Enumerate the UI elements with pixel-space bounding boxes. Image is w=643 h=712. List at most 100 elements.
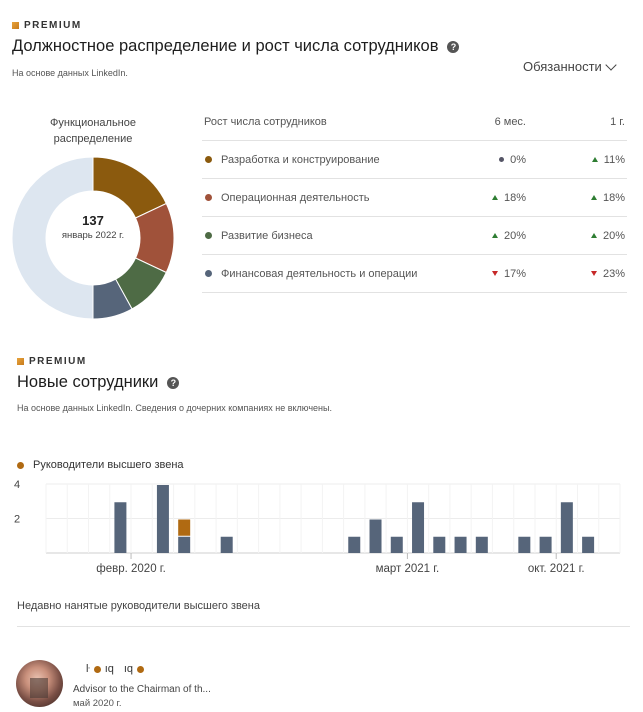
avatar[interactable] [16,660,63,707]
growth-1y: 23% [557,268,625,280]
bar[interactable] [390,536,403,553]
dropdown-label: Обязанности [523,59,602,74]
header-1y: 1 г. [610,115,625,128]
name-fragment: ŀ [86,663,90,675]
growth-row: Финансовая деятельность и операции 17% 23% [202,255,627,293]
donut-center-value: 137 [82,213,104,228]
donut-title: Функциональное распределение [22,115,164,147]
trend-up-icon [491,195,498,200]
x-tick-label: окт. 2021 г. [528,563,585,575]
bar[interactable] [178,536,191,553]
category-dot [205,156,212,163]
donut-slice[interactable] [12,157,94,319]
name-fragment: ıq [123,663,134,675]
avatar-blur [30,678,48,698]
growth-1y: 20% [557,230,625,242]
growth-table-header: Рост числа сотрудников 6 мес. 1 г. [202,103,627,141]
bar[interactable] [156,485,169,553]
section-title-text: Должностное распределение и рост числа с… [12,37,439,55]
person-date: май 2020 г. [73,698,122,709]
bar[interactable] [114,502,127,553]
growth-1y: 18% [557,192,625,204]
bar-exec[interactable] [178,519,191,536]
y-tick-label: 2 [14,514,20,526]
donut-title-line2: распределение [53,133,133,145]
section-subtitle: На основе данных LinkedIn. [12,68,128,78]
bar[interactable] [433,536,446,553]
growth-1y-value: 23% [602,267,625,280]
growth-6m-value: 18% [503,191,526,204]
section2-title-text: Новые сотрудники [17,373,159,391]
growth-row: Развитие бизнеса 20% 20% [202,217,627,255]
growth-6m: 0% [472,154,526,166]
bar[interactable] [454,536,467,553]
category-name: Развитие бизнеса [221,229,313,242]
section2-title: Новые сотрудники ? [17,373,180,392]
x-tick-label: февр. 2020 г. [96,563,166,575]
recent-hires-label: Недавно нанятые руководители высшего зве… [17,600,260,612]
trend-up-icon [590,233,597,238]
premium-badge: PREMIUM [12,20,82,31]
premium-badge-2: PREMIUM [17,356,87,367]
category-dot [205,270,212,277]
y-tick-label: 4 [14,479,20,491]
growth-row: Разработка и конструирование 0% 11% [202,141,627,179]
bar[interactable] [518,536,531,553]
legend-dot [17,461,24,469]
chevron-down-icon [605,58,617,71]
trend-down-icon [491,271,498,276]
growth-6m-value: 0% [510,153,526,166]
premium-icon [12,22,19,29]
category-name: Операционная деятельность [221,191,370,204]
category-dot [205,232,212,239]
person-name[interactable]: ŀ ıq ıq [86,663,148,675]
bar[interactable] [539,536,552,553]
bar[interactable] [220,536,233,553]
trend-up-icon [491,233,498,238]
category-dot [205,194,212,201]
growth-row: Операционная деятельность 18% 18% [202,179,627,217]
bar[interactable] [582,536,595,553]
trend-neutral-icon [499,157,505,162]
trend-up-icon [590,195,597,200]
bar[interactable] [369,519,382,554]
trend-down-icon [590,271,597,276]
help-icon-2[interactable]: ? [167,376,180,389]
name-dot [93,665,101,673]
premium-icon-2 [17,358,24,365]
legend-label: Руководители высшего звена [33,459,184,471]
growth-6m: 17% [472,268,526,280]
bar[interactable] [412,502,425,553]
premium-label: PREMIUM [24,20,82,31]
help-icon[interactable]: ? [447,40,460,53]
function-dropdown[interactable]: Обязанности [523,58,617,74]
bar[interactable] [348,536,361,553]
donut-chart [12,157,174,319]
section-title: Должностное распределение и рост числа с… [12,37,460,56]
donut-center: 137 январь 2022 г. [43,213,143,241]
section2-subtitle: На основе данных LinkedIn. Сведения о до… [17,403,332,413]
growth-table: Рост числа сотрудников 6 мес. 1 г. Разра… [202,103,630,293]
donut-title-line1: Функциональное [50,117,136,129]
name-dot [137,665,145,673]
trend-up-icon [591,157,598,162]
category-name: Разработка и конструирование [221,153,380,166]
bar[interactable] [560,502,573,553]
x-tick-label: март 2021 г. [376,563,440,575]
premium-label-2: PREMIUM [29,356,87,367]
growth-1y-value: 20% [602,229,625,242]
header-growth: Рост числа сотрудников [204,115,327,128]
growth-6m-value: 20% [503,229,526,242]
hires-bar-chart: 2 4 февр. 2020 г. март 2021 г. окт. 2021 г. [14,479,621,575]
divider [17,626,630,627]
person-role: Advisor to the Chairman of th... [73,684,211,695]
header-6m: 6 мес. [494,115,526,128]
growth-1y-value: 18% [602,191,625,204]
chart-legend: Руководители высшего звена [17,459,184,471]
growth-6m: 20% [472,230,526,242]
growth-1y-value: 11% [603,153,625,166]
bar[interactable] [475,536,488,553]
growth-6m-value: 17% [503,267,526,280]
donut-center-label: январь 2022 г. [61,230,125,241]
name-fragment: ıq [104,663,114,675]
